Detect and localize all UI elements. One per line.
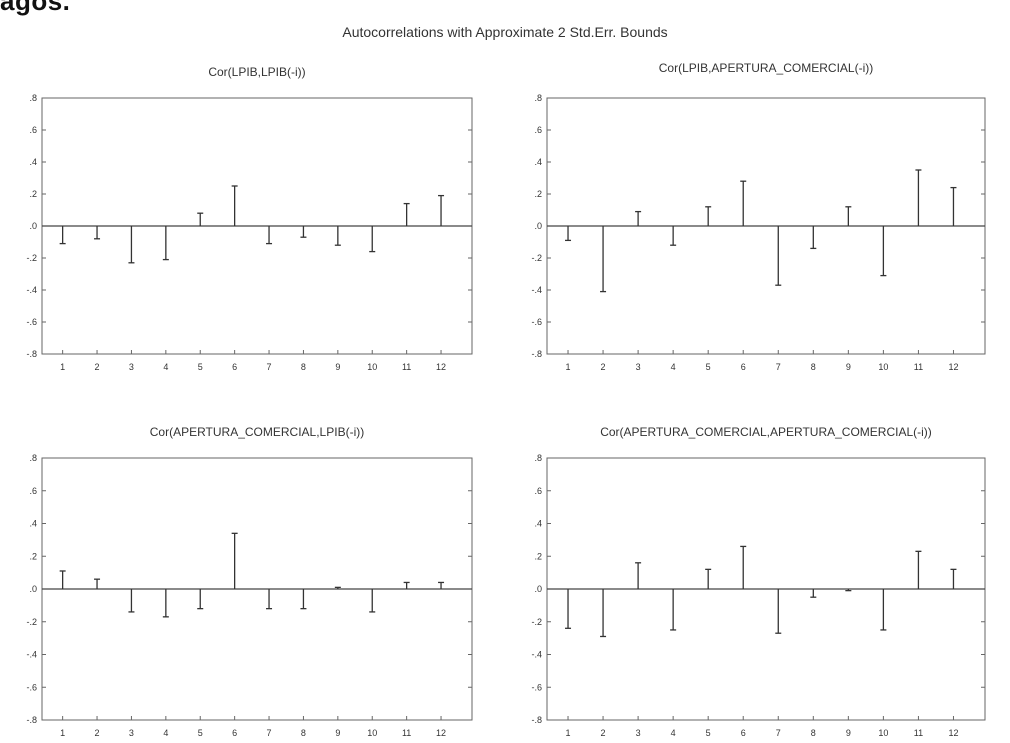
y-tick-label: -.8 [531, 715, 542, 725]
x-tick-label: 11 [402, 362, 411, 372]
y-tick-label: -.2 [26, 617, 37, 627]
y-tick-label: .8 [29, 93, 37, 103]
x-tick-label: 7 [267, 728, 272, 738]
x-tick-label: 6 [741, 362, 746, 372]
y-tick-label: -.4 [26, 285, 37, 295]
page-heading: agos. [0, 0, 71, 16]
x-tick-label: 12 [948, 362, 958, 372]
x-tick-label: 3 [129, 362, 134, 372]
chart-title: Cor(LPIB,APERTURA_COMERCIAL(-i)) [659, 61, 873, 75]
x-tick-label: 4 [163, 728, 168, 738]
x-tick-label: 6 [232, 728, 237, 738]
chart-panel-lpib-apertura: Cor(LPIB,APERTURA_COMERCIAL(-i)) .8 .6 .4 .2… [531, 61, 986, 372]
x-tick-label: 1 [566, 728, 571, 738]
x-tick-label: 12 [436, 728, 446, 738]
y-tick-label: .2 [29, 189, 37, 199]
x-tick-label: 11 [402, 728, 411, 738]
y-tick-label: .6 [534, 125, 542, 135]
x-tick-label: 3 [636, 728, 641, 738]
y-tick-label: .0 [29, 221, 37, 231]
y-tick-label: .8 [29, 453, 37, 463]
y-tick-label: .6 [29, 486, 37, 496]
x-tick-label: 7 [267, 362, 272, 372]
chart-title: Cor(APERTURA_COMERCIAL,LPIB(-i)) [150, 425, 364, 439]
x-tick-label: 3 [636, 362, 641, 372]
y-tick-label: -.2 [531, 253, 542, 263]
y-tick-label: -.8 [26, 715, 37, 725]
x-tick-label: 12 [436, 362, 446, 372]
x-tick-label: 5 [706, 362, 711, 372]
x-tick-label: 11 [914, 728, 923, 738]
y-tick-label: -.4 [531, 285, 542, 295]
x-tick-label: 1 [566, 362, 571, 372]
x-tick-label: 2 [95, 362, 100, 372]
x-tick-label: 2 [601, 362, 606, 372]
y-tick-label: .0 [534, 221, 542, 231]
x-tick-label: 6 [232, 362, 237, 372]
chart-title: Cor(LPIB,LPIB(-i)) [208, 65, 305, 79]
x-tick-label: 10 [878, 362, 888, 372]
x-tick-label: 8 [301, 362, 306, 372]
y-tick-label: .4 [29, 157, 37, 167]
y-tick-label: -.6 [26, 682, 37, 692]
figure-suptitle: Autocorrelations with Approximate 2 Std.… [342, 24, 668, 40]
x-tick-label: 2 [601, 728, 606, 738]
x-tick-label: 10 [878, 728, 888, 738]
y-tick-label: .4 [534, 157, 542, 167]
x-tick-label: 1 [60, 362, 65, 372]
x-tick-label: 9 [846, 728, 851, 738]
x-tick-label: 9 [846, 362, 851, 372]
x-tick-label: 12 [948, 728, 958, 738]
x-tick-label: 8 [811, 728, 816, 738]
x-tick-label: 11 [914, 362, 923, 372]
x-tick-label: 8 [301, 728, 306, 738]
y-tick-label: -.8 [531, 349, 542, 359]
x-tick-label: 10 [367, 728, 377, 738]
chart-panel-apertura-lpib: Cor(APERTURA_COMERCIAL,LPIB(-i)) .8 .6 .4 .2… [26, 425, 473, 738]
x-tick-label: 1 [60, 728, 65, 738]
x-tick-label: 7 [776, 362, 781, 372]
y-tick-label: -.4 [531, 650, 542, 660]
y-tick-label: .2 [534, 551, 542, 561]
y-tick-label: -.4 [26, 650, 37, 660]
x-tick-label: 9 [335, 728, 340, 738]
x-tick-label: 7 [776, 728, 781, 738]
y-tick-label: .4 [29, 519, 37, 529]
y-tick-label: .8 [534, 453, 542, 463]
x-tick-label: 4 [671, 728, 676, 738]
y-tick-label: .0 [29, 584, 37, 594]
x-tick-label: 5 [198, 728, 203, 738]
x-tick-label: 8 [811, 362, 816, 372]
y-tick-label: .6 [29, 125, 37, 135]
x-tick-label: 5 [198, 362, 203, 372]
y-tick-label: -.2 [531, 617, 542, 627]
y-tick-label: -.8 [26, 349, 37, 359]
y-tick-label: .2 [534, 189, 542, 199]
y-tick-label: -.6 [531, 317, 542, 327]
x-tick-label: 4 [163, 362, 168, 372]
y-tick-label: -.6 [531, 682, 542, 692]
x-tick-label: 2 [95, 728, 100, 738]
y-tick-label: .4 [534, 519, 542, 529]
chart-panel-lpib-lpib: Cor(LPIB,LPIB(-i)) .8 .6 .4 .2 .0 -.2 -.4 -.6 -.8… [26, 65, 473, 372]
x-tick-label: 4 [671, 362, 676, 372]
y-tick-label: .8 [534, 93, 542, 103]
x-tick-label: 6 [741, 728, 746, 738]
y-tick-label: -.6 [26, 317, 37, 327]
y-tick-label: -.2 [26, 253, 37, 263]
y-tick-label: .0 [534, 584, 542, 594]
y-tick-label: .6 [534, 486, 542, 496]
x-tick-label: 3 [129, 728, 134, 738]
y-tick-label: .2 [29, 551, 37, 561]
chart-panel-apertura-apertura: Cor(APERTURA_COMERCIAL,APERTURA_COMERCIA… [531, 425, 986, 738]
x-tick-label: 5 [706, 728, 711, 738]
x-tick-label: 10 [367, 362, 377, 372]
chart-title: Cor(APERTURA_COMERCIAL,APERTURA_COMERCIA… [600, 425, 932, 439]
x-tick-label: 9 [335, 362, 340, 372]
